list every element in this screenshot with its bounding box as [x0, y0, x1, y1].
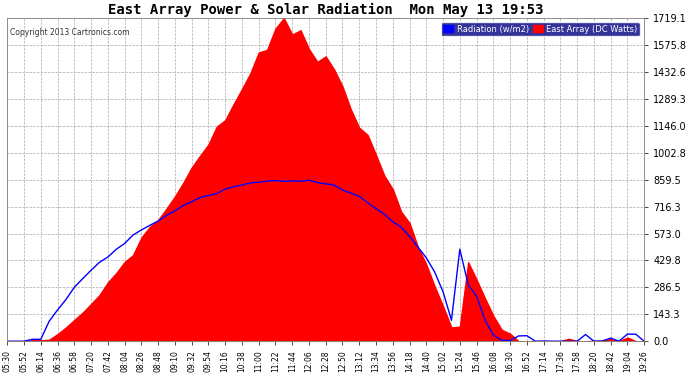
Title: East Array Power & Solar Radiation  Mon May 13 19:53: East Array Power & Solar Radiation Mon M… — [108, 3, 544, 17]
Legend: Radiation (w/m2), East Array (DC Watts): Radiation (w/m2), East Array (DC Watts) — [441, 22, 640, 36]
Text: Copyright 2013 Cartronics.com: Copyright 2013 Cartronics.com — [10, 28, 130, 37]
